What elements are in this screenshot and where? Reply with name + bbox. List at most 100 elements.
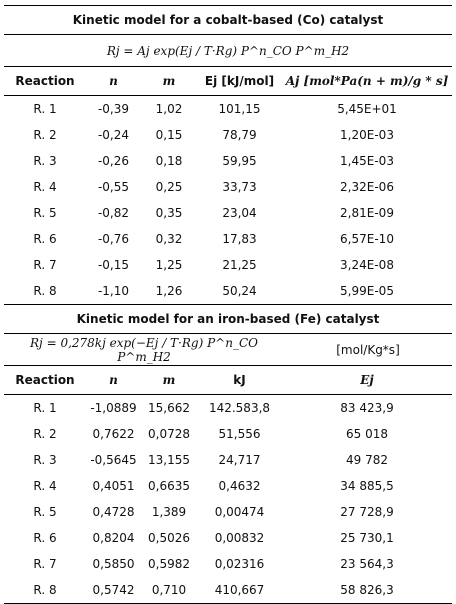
cell: -1,0889: [90, 401, 137, 415]
header-cell: m: [162, 373, 176, 387]
cell: 1,25: [155, 258, 183, 272]
cell: 0,35: [155, 206, 183, 220]
cell: 0,5742: [92, 583, 135, 597]
cell: 83 423,9: [340, 401, 394, 415]
table-row: R. 4 0,4051 0,6635 0,4632 34 885,5: [4, 473, 452, 499]
cell: 2,81E-09: [340, 206, 394, 220]
header-cell: kJ: [233, 373, 246, 387]
table-row: R. 2 0,7622 0,0728 51,556 65 018: [4, 421, 452, 447]
cell: R. 6: [33, 232, 57, 246]
cell: 59,95: [222, 154, 257, 168]
header-row: Reaction n m Ej [kJ/mol] Aj [mol*Pa(n + m)/g…: [4, 67, 452, 96]
cell: 1,02: [155, 102, 183, 116]
cell: R. 3: [33, 154, 57, 168]
cell: 25 730,1: [340, 531, 394, 545]
cell: 27 728,9: [340, 505, 394, 519]
table-row: R. 6 -0,76 0,32 17,83 6,57E-10: [4, 226, 452, 252]
table-row: R. 8 0,5742 0,710 410,667 58 826,3: [4, 577, 452, 604]
table-row: R. 2 -0,24 0,15 78,79 1,20E-03: [4, 122, 452, 148]
cell: -0,82: [97, 206, 130, 220]
cell: 49 782: [346, 453, 388, 467]
cell: 17,83: [222, 232, 257, 246]
section-title: Kinetic model for a cobalt-based (Co) ca…: [4, 6, 452, 35]
cell: 13,155: [148, 453, 190, 467]
cell: 0,4051: [92, 479, 135, 493]
cell: 0,4728: [92, 505, 135, 519]
cell: R. 5: [33, 505, 57, 519]
cell: R. 3: [33, 453, 57, 467]
cell: 1,26: [155, 284, 183, 298]
cell: R. 4: [33, 479, 57, 493]
cell: 2,32E-06: [340, 180, 394, 194]
table-row: R. 1 -1,0889 15,662 142.583,8 83 423,9: [4, 395, 452, 421]
formula-row: Rj = 0,278kj exp(−Ej / T·Rg) P^n_CO P^m_…: [4, 334, 452, 366]
table-row: R. 6 0,8204 0,5026 0,00832 25 730,1: [4, 525, 452, 551]
table: Kinetic model for a cobalt-based (Co) ca…: [4, 5, 452, 604]
table-row: R. 7 -0,15 1,25 21,25 3,24E-08: [4, 252, 452, 278]
cell: 0,710: [151, 583, 187, 597]
cell: 1,20E-03: [340, 128, 394, 142]
formula-row: Rj = Aj exp(Ej / T·Rg) P^n_CO P^m_H2: [4, 35, 452, 67]
cell: 0,0728: [148, 427, 190, 441]
cell: 58 826,3: [340, 583, 394, 597]
cell: 3,24E-08: [340, 258, 394, 272]
cell: 0,18: [155, 154, 183, 168]
cell: 15,662: [148, 401, 190, 415]
cell: R. 1: [33, 401, 57, 415]
table-row: R. 4 -0,55 0,25 33,73 2,32E-06: [4, 174, 452, 200]
cell: -0,24: [97, 128, 130, 142]
cell: -0,55: [97, 180, 130, 194]
cell: 21,25: [222, 258, 257, 272]
cell: 0,32: [155, 232, 183, 246]
cell: 24,717: [218, 453, 261, 467]
cell: -1,10: [97, 284, 130, 298]
cell: R. 8: [33, 284, 57, 298]
unit: [mol/Kg*s]: [336, 342, 400, 357]
cell: 0,00832: [214, 531, 265, 545]
table-row: R. 3 -0,5645 13,155 24,717 49 782: [4, 447, 452, 473]
cell: 0,02316: [214, 557, 265, 571]
header-cell: Reaction: [15, 373, 75, 387]
cell: 23,04: [222, 206, 257, 220]
cell: R. 2: [33, 427, 57, 441]
table-row: R. 8 -1,10 1,26 50,24 5,99E-05: [4, 278, 452, 305]
cell: 0,4632: [218, 479, 261, 493]
cell: 0,5850: [92, 557, 135, 571]
cell: 101,15: [218, 102, 261, 116]
cell: 0,8204: [92, 531, 135, 545]
cell: R. 7: [33, 557, 57, 571]
cell: 5,45E+01: [337, 102, 397, 116]
table-row: R. 3 -0,26 0,18 59,95 1,45E-03: [4, 148, 452, 174]
table-row: R. 5 -0,82 0,35 23,04 2,81E-09: [4, 200, 452, 226]
cell: 0,25: [155, 180, 183, 194]
cell: 51,556: [218, 427, 261, 441]
cell: 34 885,5: [340, 479, 394, 493]
header-cell: Reaction: [15, 74, 75, 88]
table-row: R. 5 0,4728 1,389 0,00474 27 728,9: [4, 499, 452, 525]
header-cell: Ej [kJ/mol]: [204, 74, 275, 88]
cell: 1,45E-03: [340, 154, 394, 168]
cell: 0,15: [155, 128, 183, 142]
cell: R. 1: [33, 102, 57, 116]
cell: 0,6635: [148, 479, 190, 493]
header-cell: Ej: [360, 373, 374, 387]
cell: 65 018: [346, 427, 388, 441]
cell: 5,99E-05: [340, 284, 394, 298]
cell: 1,389: [151, 505, 187, 519]
header-cell: Aj [mol*Pa(n + m)/g * s]: [285, 74, 449, 88]
cell: R. 7: [33, 258, 57, 272]
cell: R. 2: [33, 128, 57, 142]
header-row: Reaction n m kJ Ej: [4, 366, 452, 395]
cell: 0,7622: [92, 427, 135, 441]
formula: Rj = 0,278kj exp(−Ej / T·Rg) P^n_CO P^m_…: [30, 335, 258, 364]
cell: 0,5982: [148, 557, 190, 571]
cell: R. 5: [33, 206, 57, 220]
cell: 0,00474: [214, 505, 265, 519]
header-cell: n: [109, 373, 118, 387]
header-cell: m: [162, 74, 176, 88]
cell: 23 564,3: [340, 557, 394, 571]
header-cell: n: [109, 74, 118, 88]
cell: R. 8: [33, 583, 57, 597]
table-row: R. 7 0,5850 0,5982 0,02316 23 564,3: [4, 551, 452, 577]
